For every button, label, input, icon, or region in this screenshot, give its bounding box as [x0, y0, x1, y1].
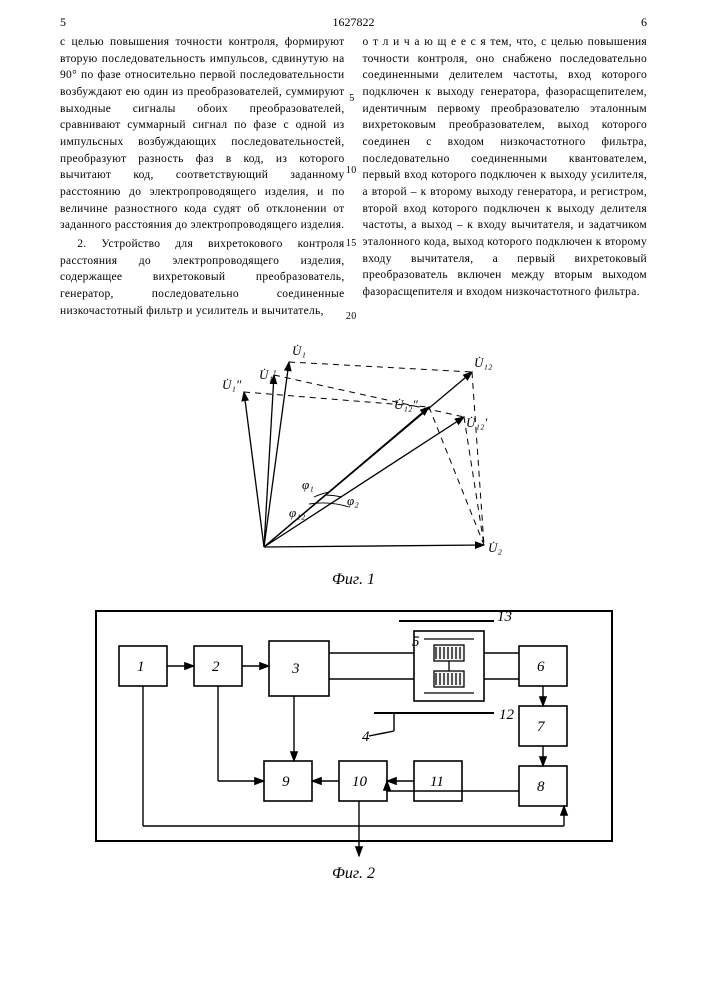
figure-2: 1 2 3 4 5 6 7 8 9 10 11 12 13 Фиг. 2 — [60, 601, 647, 883]
box-4: 4 — [362, 729, 370, 745]
lbl-phi1: φ₁ — [302, 477, 314, 492]
box-5: 5 — [412, 634, 420, 650]
fig2-svg: 1 2 3 4 5 6 7 8 9 10 11 12 13 — [94, 601, 614, 861]
lbl-u1pp: U̇₁″ — [222, 377, 242, 392]
lbl-u12p: U̇₁₂′ — [466, 415, 487, 430]
fig1-caption: Фиг. 1 — [60, 571, 647, 589]
box-1: 1 — [137, 659, 145, 675]
line-num-5: 5 — [349, 92, 354, 107]
line-num-15: 15 — [346, 237, 357, 252]
page-num-left: 5 — [60, 15, 66, 30]
box-3: 3 — [291, 661, 300, 677]
box-10: 10 — [352, 774, 368, 790]
lbl-u1p: U̇₁′ — [259, 367, 276, 382]
lbl-u12pp: U̇₁₂″ — [394, 397, 418, 412]
line-num-20: 20 — [346, 310, 357, 325]
figure-1: U̇₁ U̇₁′ U̇₁″ U̇₁₂ U̇₁₂′ U̇₁₂″ U̇₂ φ₁ φ₂… — [60, 337, 647, 589]
header-row: 5 1627822 6 — [60, 15, 647, 30]
page-num-right: 6 — [641, 15, 647, 30]
lbl-u2: U̇₂ — [488, 540, 502, 555]
fig2-caption: Фиг. 2 — [60, 865, 647, 883]
lbl-u12: U̇₁₂ — [474, 355, 493, 370]
text-columns: 5 10 15 20 с целью повышения точности ко… — [60, 34, 647, 319]
box-6: 6 — [537, 659, 545, 675]
lbl-phi2: φ₂ — [347, 493, 359, 508]
box-13: 13 — [497, 609, 512, 625]
box-2: 2 — [212, 659, 220, 675]
doc-number: 1627822 — [333, 15, 375, 30]
lbl-u1: U̇₁ — [292, 343, 306, 358]
box-11: 11 — [430, 774, 444, 790]
line-num-10: 10 — [346, 164, 357, 179]
column-right: о т л и ч а ю щ е е с я тем, что, с цель… — [363, 34, 648, 319]
col2-para1: о т л и ч а ю щ е е с я тем, что, с цель… — [363, 34, 648, 301]
lbl-phi12: φ₁₂ — [289, 505, 306, 520]
column-left: 5 10 15 20 с целью повышения точности ко… — [60, 34, 345, 319]
page: 5 1627822 6 5 10 15 20 с целью повышения… — [0, 0, 707, 1000]
col1-para2: 2. Устройство для вихретокового контроля… — [60, 236, 345, 319]
box-12: 12 — [499, 707, 515, 723]
fig1-svg: U̇₁ U̇₁′ U̇₁″ U̇₁₂ U̇₁₂′ U̇₁₂″ U̇₂ φ₁ φ₂… — [174, 337, 534, 567]
col1-para1: с целью повышения точности контроля, фор… — [60, 34, 345, 234]
box-9: 9 — [282, 774, 290, 790]
box-8: 8 — [537, 779, 545, 795]
